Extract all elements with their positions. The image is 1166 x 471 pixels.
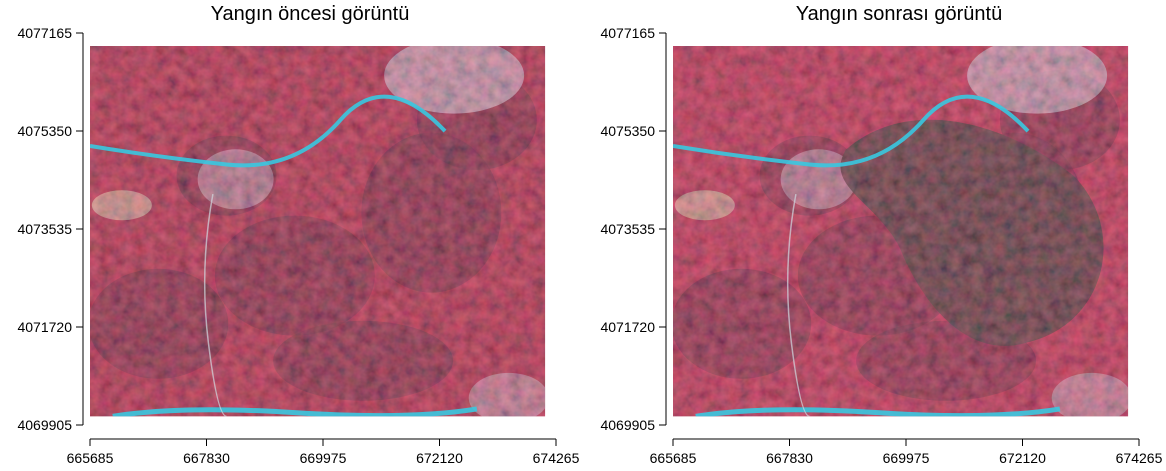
satellite-image (90, 45, 546, 417)
axes: 665685 667830 669975 672120 674265 4069905 407… (600, 25, 1162, 466)
y-tick-label: 4075350 (600, 123, 655, 139)
chart-plot: 665685 667830 669975 672120 674265 4069905 407… (17, 25, 579, 466)
x-tick-label: 669975 (883, 450, 930, 466)
river (695, 406, 1061, 417)
image-texture (90, 45, 546, 417)
panel-pre-fire: Yangın öncesi görüntü 665685 667830 669975… (17, 3, 579, 466)
x-tick-label: 674265 (533, 450, 580, 466)
chart-title: Yangın öncesi görüntü (210, 3, 410, 25)
y-tick-label: 4073535 (17, 221, 72, 237)
y-tick-label: 4069905 (600, 417, 655, 433)
image-texture (673, 45, 1129, 417)
x-tick-label: 667830 (766, 450, 813, 466)
river (673, 94, 1030, 168)
x-tick-label: 669975 (300, 450, 347, 466)
x-tick-label: 674265 (1116, 450, 1163, 466)
y-tick-label: 4071720 (600, 319, 655, 335)
x-tick-label: 665685 (650, 450, 697, 466)
x-tick-label: 672120 (999, 450, 1046, 466)
y-tick-label: 4069905 (17, 417, 72, 433)
chart-title: Yangın sonrası görüntü (795, 3, 1003, 25)
road (203, 193, 227, 417)
x-tick-label: 672120 (416, 450, 463, 466)
chart-plot: 665685 667830 669975 672120 674265 4069905 407… (600, 25, 1162, 466)
satellite-image (673, 45, 1129, 417)
y-tick-label: 4077165 (600, 25, 655, 41)
x-tick-label: 667830 (183, 450, 230, 466)
panel-post-fire: Yangın sonrası görüntü 665685 667830 66997… (583, 0, 1166, 471)
y-tick-label: 4077165 (17, 25, 72, 41)
road (786, 193, 810, 417)
axes: 665685 667830 669975 672120 674265 4069905 407… (17, 25, 579, 466)
y-tick-label: 4073535 (600, 221, 655, 237)
river (90, 94, 447, 168)
y-tick-label: 4071720 (17, 319, 72, 335)
y-tick-label: 4075350 (17, 123, 72, 139)
x-tick-label: 665685 (67, 450, 114, 466)
river (112, 406, 478, 417)
